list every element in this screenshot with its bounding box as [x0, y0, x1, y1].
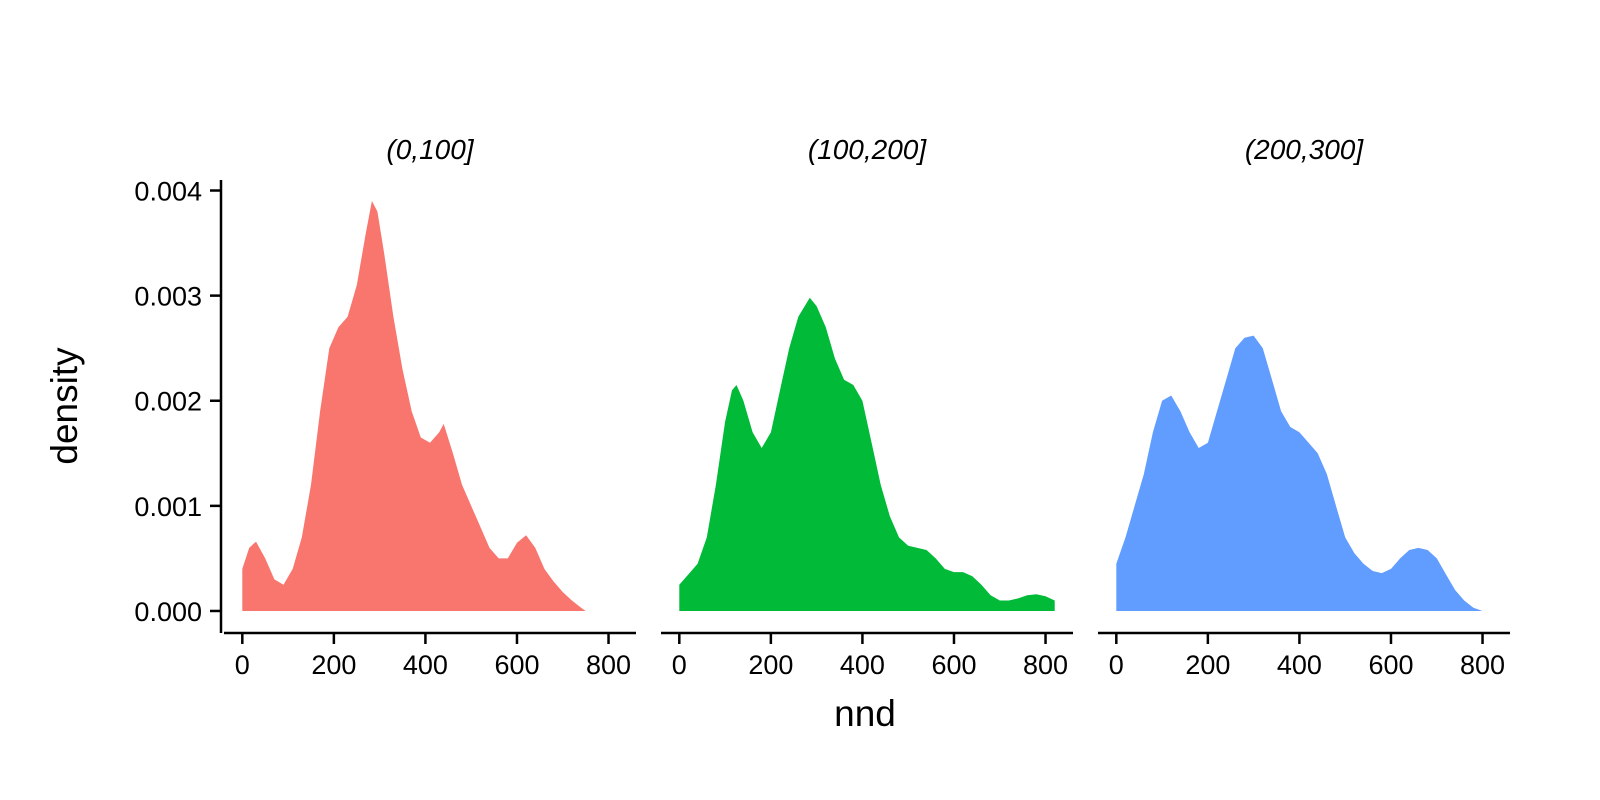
y-tick-label: 0.000 — [134, 597, 202, 627]
facet-strip-label: (200,300] — [1245, 134, 1365, 165]
x-tick-label: 0 — [1109, 650, 1124, 680]
x-tick-label: 600 — [494, 650, 539, 680]
x-tick-label: 0 — [672, 650, 687, 680]
facet-panel-3: (200,300] 0 200 400 600 800 — [1098, 134, 1510, 680]
x-tick-label: 600 — [931, 650, 976, 680]
facet-strip-label: (100,200] — [808, 134, 928, 165]
x-tick-label: 200 — [748, 650, 793, 680]
x-tick-label: 0 — [235, 650, 250, 680]
facet-panel-2: (100,200] 0 200 400 600 800 — [661, 134, 1073, 680]
x-tick-label: 200 — [1185, 650, 1230, 680]
x-tick-label: 400 — [1277, 650, 1322, 680]
y-tick-label: 0.003 — [134, 282, 202, 312]
x-tick-label: 400 — [403, 650, 448, 680]
x-tick-label: 800 — [1023, 650, 1068, 680]
x-axis-title: nnd — [834, 693, 896, 734]
x-tick-label: 600 — [1368, 650, 1413, 680]
density-area-2 — [679, 297, 1055, 611]
x-tick-label: 800 — [586, 650, 631, 680]
y-axis: 0.000 0.001 0.002 0.003 0.004 — [134, 177, 223, 633]
facets-group: (0,100] 0 200 400 600 800 (100,200] 0 200 400 600 8… — [224, 134, 1510, 680]
y-axis-title: density — [44, 347, 85, 465]
y-tick-label: 0.002 — [134, 387, 202, 417]
x-tick-label: 800 — [1460, 650, 1505, 680]
y-tick-label: 0.001 — [134, 492, 202, 522]
facet-strip-label: (0,100] — [386, 134, 474, 165]
density-area-1 — [242, 201, 586, 611]
x-tick-label: 400 — [840, 650, 885, 680]
facet-panel-1: (0,100] 0 200 400 600 800 — [224, 134, 636, 680]
density-area-3 — [1116, 335, 1483, 611]
x-tick-label: 200 — [311, 650, 356, 680]
y-tick-label: 0.004 — [134, 177, 202, 207]
